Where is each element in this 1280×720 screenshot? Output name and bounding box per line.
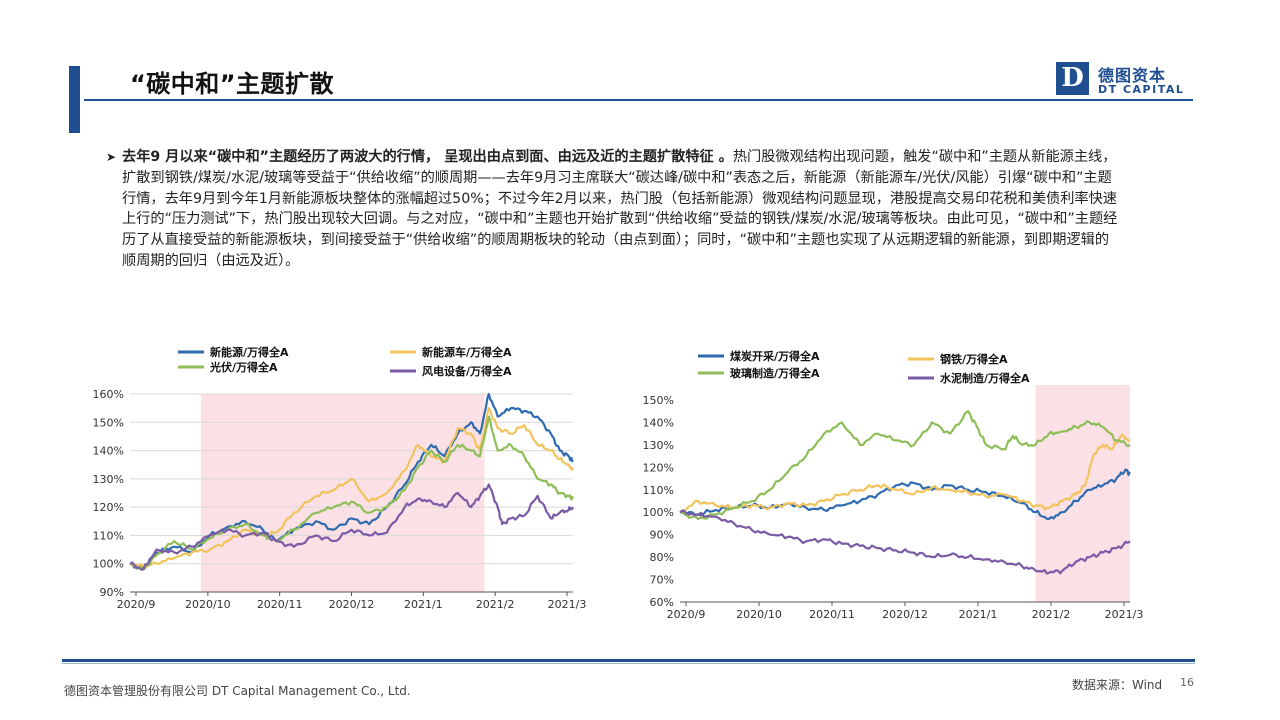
- y-tick-label: 100%: [93, 558, 124, 571]
- x-tick-label: 2020/9: [667, 608, 706, 621]
- x-tick-label: 2020/11: [257, 598, 303, 611]
- x-tick-label: 2021/1: [404, 598, 443, 611]
- series-line-2: [129, 407, 575, 570]
- y-tick-label: 150%: [643, 394, 674, 407]
- x-tick-label: 2020/12: [329, 598, 375, 611]
- y-tick-label: 130%: [93, 473, 124, 486]
- legend-label: 煤炭开采/万得全A: [730, 349, 820, 363]
- page-number: 16: [1180, 676, 1194, 689]
- y-tick-label: 150%: [93, 416, 124, 429]
- y-tick-label: 120%: [643, 461, 674, 474]
- x-tick-label: 2021/2: [476, 598, 515, 611]
- x-tick-label: 2020/9: [117, 598, 156, 611]
- footer-divider-thin: [62, 663, 1195, 664]
- x-tick-label: 2021/1: [959, 608, 998, 621]
- x-tick-label: 2020/12: [882, 608, 928, 621]
- logo-en-text: DT CAPITAL: [1098, 83, 1185, 96]
- y-tick-label: 100%: [643, 506, 674, 519]
- y-tick-label: 130%: [643, 439, 674, 452]
- series-line-4: [679, 509, 1131, 575]
- legend-label: 钢铁/万得全A: [940, 352, 1008, 366]
- logo-mark: D: [1056, 62, 1089, 95]
- x-tick-label: 2020/11: [809, 608, 855, 621]
- logo-cn-text: 德图资本: [1098, 66, 1167, 85]
- legend-label: 新能源/万得全A: [210, 345, 289, 359]
- title-divider: [84, 99, 1193, 101]
- summary-body: 热门股微观结构出现问题，触发“碳中和”主题从新能源主线，扩散到钢铁/煤炭/水泥/…: [122, 149, 1118, 269]
- highlight-band: [1035, 385, 1130, 602]
- cyclical-chart: 60% 70% 80% 90% 100% 110% 120% 130% 140% 150% 2020…: [643, 349, 1144, 621]
- legend-label: 风电设备/万得全A: [422, 364, 512, 378]
- y-tick-label: 70%: [650, 574, 674, 587]
- new-energy-chart: 90% 100% 110% 120% 130% 140% 150% 160% 2020/9 202…: [93, 345, 587, 611]
- summary-lead: 去年9 月以来“碳中和”主题经历了两波大的行情， 呈现出由点到面、由远及近的主题…: [122, 149, 733, 165]
- y-tick-label: 90%: [650, 529, 674, 542]
- series-line-4: [129, 483, 575, 571]
- y-tick-label: 110%: [643, 484, 674, 497]
- legend-label: 新能源车/万得全A: [422, 345, 512, 359]
- legend-label: 光伏/万得全A: [209, 360, 278, 374]
- x-tick-label: 2020/10: [736, 608, 782, 621]
- series-line-2: [679, 433, 1131, 514]
- arrow-bullet-icon: ➤: [106, 150, 117, 164]
- legend-label: 玻璃制造/万得全A: [730, 366, 820, 380]
- y-tick-label: 140%: [93, 445, 124, 458]
- x-tick-label: 2020/10: [185, 598, 231, 611]
- company-logo: D 德图资本 DT CAPITAL: [1056, 62, 1186, 98]
- y-tick-label: 160%: [93, 388, 124, 401]
- series-line-3: [129, 415, 575, 571]
- x-tick-label: 2021/2: [1032, 608, 1071, 621]
- series-line-1: [129, 392, 574, 571]
- footer-divider: [62, 659, 1195, 662]
- page-title: “碳中和”主题扩散: [130, 70, 335, 98]
- title-accent-bar: [69, 66, 80, 133]
- y-tick-label: 110%: [93, 529, 124, 542]
- x-tick-label: 2021/3: [548, 598, 587, 611]
- highlight-band: [200, 394, 485, 592]
- y-tick-label: 90%: [100, 586, 124, 599]
- footer-company: 德图资本管理股份有限公司 DT Capital Management Co., …: [64, 684, 411, 698]
- series-line-3: [679, 410, 1131, 521]
- x-tick-label: 2021/3: [1105, 608, 1144, 621]
- y-tick-label: 60%: [650, 596, 674, 609]
- data-source: 数据来源：Wind: [1072, 678, 1163, 692]
- summary-paragraph: ➤ 去年9 月以来“碳中和”主题经历了两波大的行情， 呈现出由点到面、由远及近的…: [106, 147, 1118, 272]
- y-tick-label: 140%: [643, 416, 674, 429]
- y-tick-label: 80%: [650, 551, 674, 564]
- legend-label: 水泥制造/万得全A: [940, 371, 1030, 385]
- y-tick-label: 120%: [93, 501, 124, 514]
